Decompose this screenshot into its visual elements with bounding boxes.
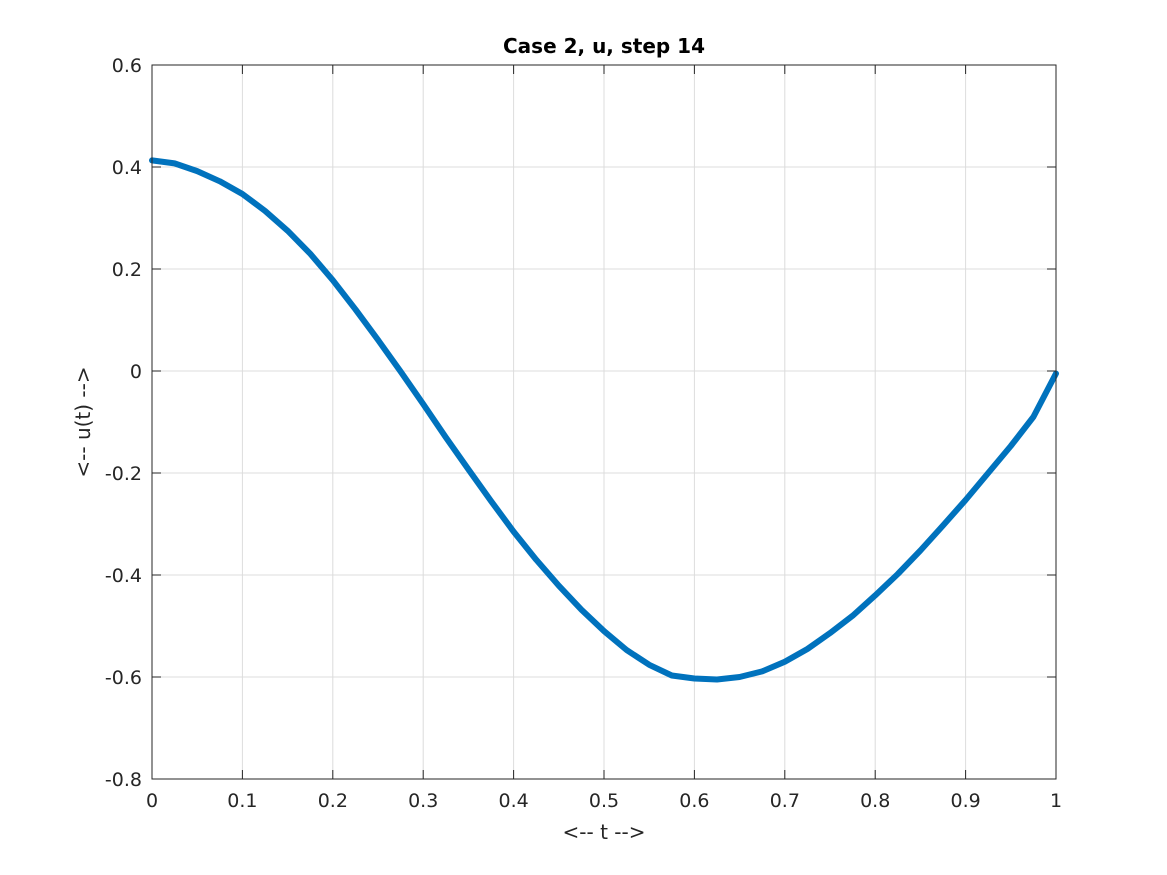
y-tick-label: -0.6 xyxy=(105,667,142,689)
y-tick-labels: -0.8 -0.6 -0.4 -0.2 0 0.2 0.4 0.6 xyxy=(105,55,142,791)
y-axis-label: <-- u(t) --> xyxy=(71,366,95,477)
grid xyxy=(151,64,1057,780)
x-tick-label: 0 xyxy=(146,790,158,812)
y-tick-label: 0.4 xyxy=(112,157,142,179)
y-tick-label: -0.8 xyxy=(105,769,142,791)
y-tick-label: -0.2 xyxy=(105,463,142,485)
x-tick-label: 0.8 xyxy=(860,790,890,812)
x-tick-label: 0.4 xyxy=(498,790,528,812)
tick-marks xyxy=(151,64,1057,780)
y-tick-label: -0.4 xyxy=(105,565,142,587)
series-layer xyxy=(149,157,1059,683)
x-tick-label: 0.6 xyxy=(679,790,709,812)
y-tick-label: 0 xyxy=(130,361,142,383)
x-tick-label: 0.5 xyxy=(589,790,619,812)
x-tick-label: 0.2 xyxy=(318,790,348,812)
x-tick-labels: 0 0.1 0.2 0.3 0.4 0.5 0.6 0.7 0.8 0.9 1 xyxy=(146,790,1062,812)
x-tick-label: 0.7 xyxy=(770,790,800,812)
x-tick-label: 0.9 xyxy=(950,790,980,812)
x-axis-label: <-- t --> xyxy=(563,820,646,844)
x-tick-label: 0.1 xyxy=(227,790,257,812)
x-tick-label: 0.3 xyxy=(408,790,438,812)
y-tick-label: 0.6 xyxy=(112,55,142,77)
x-tick-label: 1 xyxy=(1050,790,1062,812)
chart-title: Case 2, u, step 14 xyxy=(503,34,705,58)
y-tick-label: 0.2 xyxy=(112,259,142,281)
series-line xyxy=(149,157,1059,683)
